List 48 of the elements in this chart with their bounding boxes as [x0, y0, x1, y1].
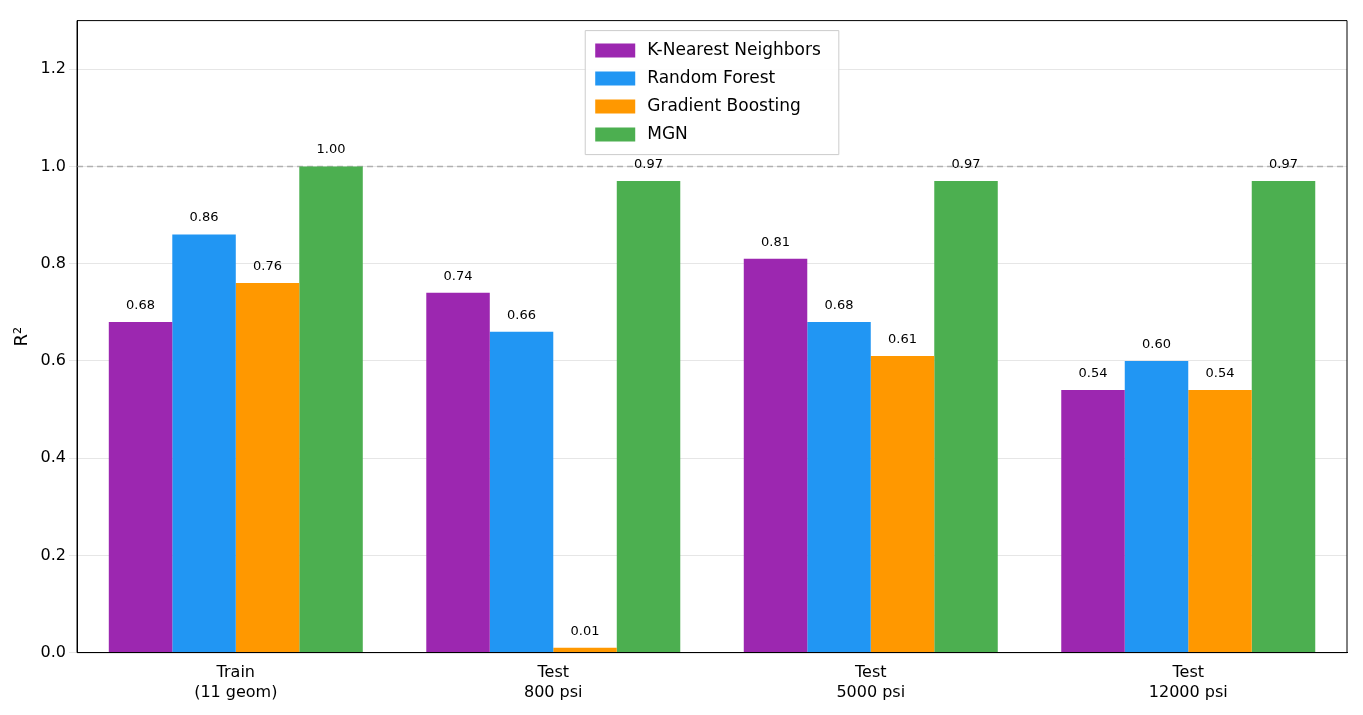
legend-label: K-Nearest Neighbors — [647, 39, 821, 60]
x-tick-label: Test 5000 psi — [836, 662, 906, 701]
y-tick-label: 0.8 — [40, 252, 67, 272]
y-axis-title: R² — [10, 326, 32, 347]
bar — [172, 234, 236, 653]
bar — [489, 331, 554, 653]
bar — [807, 322, 871, 653]
y-tick-label: 0.6 — [40, 350, 67, 370]
y-tick-label: 1.2 — [40, 58, 67, 78]
data-label: 0.74 — [443, 267, 473, 283]
x-tick-label: Train (11 geom) — [194, 662, 278, 701]
bar — [1251, 181, 1316, 653]
x-tick-label: Test 12000 psi — [1148, 662, 1228, 701]
y-tick-label: 0.0 — [40, 641, 67, 661]
legend-label: Random Forest — [647, 67, 776, 88]
data-label: 0.01 — [570, 622, 600, 638]
bar — [235, 283, 300, 653]
data-label: 0.86 — [189, 209, 219, 225]
data-label: 0.66 — [507, 306, 537, 322]
legend-label: MGN — [647, 123, 688, 144]
bar — [934, 181, 998, 653]
y-tick-label: 0.4 — [40, 447, 67, 467]
legend-label: Gradient Boosting — [647, 95, 801, 116]
data-label: 0.76 — [253, 258, 283, 273]
data-label: 0.54 — [1078, 364, 1108, 380]
data-label: 0.54 — [1205, 364, 1235, 380]
bar — [426, 292, 490, 653]
data-label: 0.68 — [126, 296, 156, 312]
bar — [1061, 390, 1125, 653]
bar — [616, 181, 681, 653]
bar — [1188, 390, 1252, 653]
data-label: 0.97 — [1269, 155, 1298, 171]
data-label: 0.68 — [824, 296, 854, 312]
bar — [1124, 360, 1189, 653]
y-tick-label: 0.2 — [40, 544, 67, 564]
bar — [299, 166, 363, 653]
bar — [108, 322, 173, 653]
data-label: 1.00 — [316, 141, 346, 157]
bar — [870, 356, 935, 653]
data-label: 0.97 — [951, 155, 981, 171]
bar — [743, 258, 808, 653]
data-label: 0.61 — [888, 330, 917, 346]
bar — [553, 647, 617, 653]
y-tick-label: 1.0 — [40, 155, 67, 175]
data-label: 0.60 — [1142, 335, 1171, 351]
data-label: 0.81 — [761, 233, 790, 249]
data-label: 0.97 — [634, 155, 663, 171]
x-tick-label: Test 800 psi — [524, 662, 583, 701]
